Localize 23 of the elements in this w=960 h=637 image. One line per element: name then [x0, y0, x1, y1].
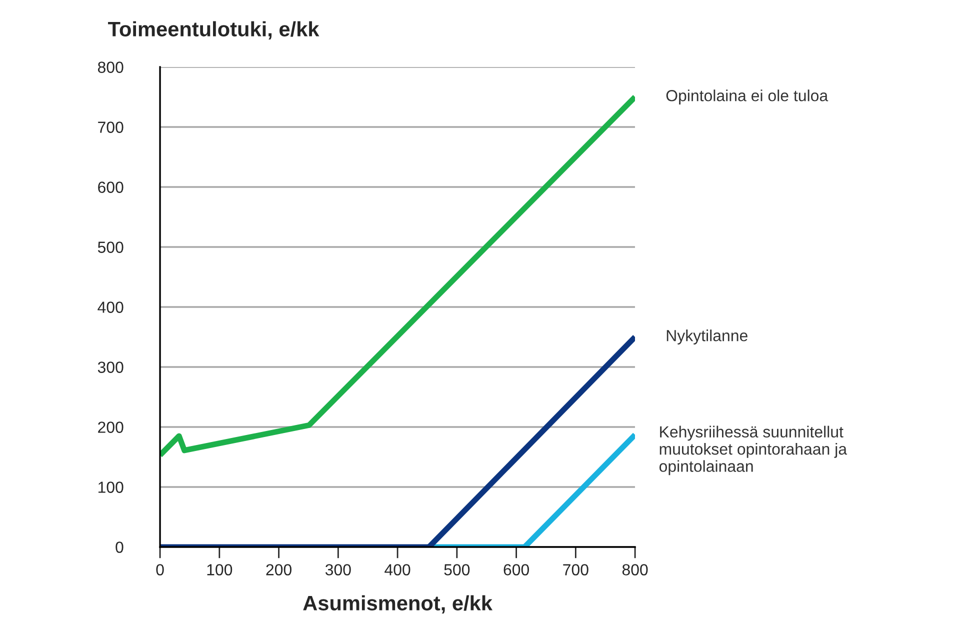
x-tick-label: 300: [325, 564, 351, 576]
y-tick-label: 400: [98, 302, 124, 313]
x-tick-label: 800: [622, 564, 648, 576]
y-tick-label: 300: [98, 362, 124, 373]
x-tick-label: 400: [384, 564, 410, 576]
x-tick-label: 600: [504, 564, 529, 576]
y-tick-label: 700: [98, 122, 124, 133]
x-axis-title: Asumismenot, e/kk: [303, 595, 493, 614]
series-label: Nykytilanne: [666, 330, 748, 344]
series-label: Kehysriihessä suunnitellut muutokset opintorahaan ja opintolainaan: [659, 426, 848, 476]
y-tick-label: 800: [98, 62, 124, 73]
y-tick-label: 500: [98, 242, 124, 253]
y-tick-label: 200: [98, 422, 124, 433]
x-tick-label: 500: [444, 564, 470, 576]
y-tick-label: 100: [98, 482, 124, 493]
x-tick-label: 100: [207, 564, 232, 576]
y-tick-label: 0: [116, 542, 124, 553]
y-tick-label: 600: [98, 182, 124, 193]
x-tick-label: 700: [563, 564, 588, 576]
series-label: Opintolaina ei ole tuloa: [666, 90, 828, 104]
y-axis-title: Toimeentulotuki, e/kk: [108, 21, 320, 40]
x-tick-label: 200: [266, 564, 292, 576]
x-tick-label: 0: [156, 564, 164, 576]
